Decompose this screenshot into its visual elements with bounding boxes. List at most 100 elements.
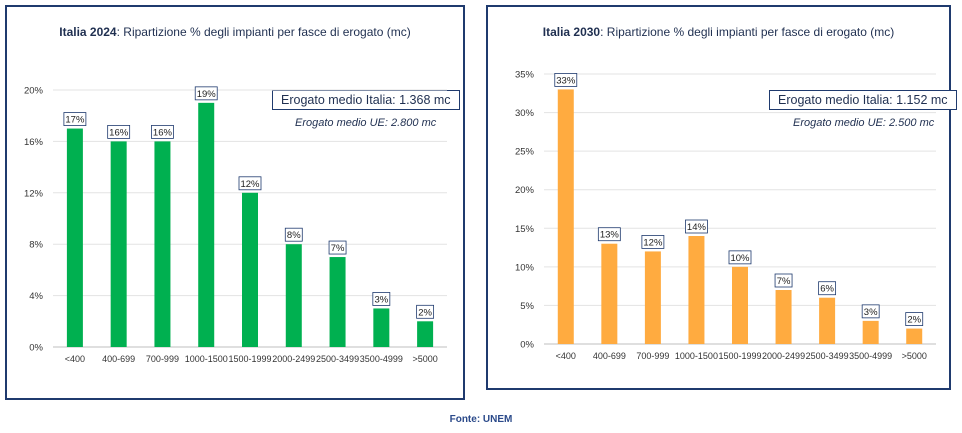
bar [557, 89, 574, 344]
y-tick-label: 0% [29, 343, 43, 354]
data-label: 7% [777, 276, 791, 287]
data-label: 10% [730, 253, 750, 264]
data-label-box [107, 125, 131, 139]
data-label-box [238, 176, 262, 191]
data-label: 2% [907, 315, 921, 326]
avg-ue-note: Erogato medio UE: 2.500 mc [793, 117, 935, 129]
data-label: 12% [240, 179, 260, 190]
x-tick-label: 700-999 [146, 354, 179, 364]
x-tick-label: 1500-1999 [718, 351, 761, 361]
chart-title-text: : Ripartizione % degli impianti per fasc… [600, 25, 895, 39]
x-tick-label: 400-699 [593, 351, 626, 361]
x-tick-label: 1500-1999 [228, 354, 271, 364]
data-label-box [328, 240, 347, 255]
y-tick-label: 25% [515, 147, 535, 158]
bar [644, 251, 661, 344]
avg-italia-box: Erogato medio Italia: 1.152 mc [769, 90, 957, 110]
chart-title-year: Italia 2030 [542, 25, 601, 39]
x-tick-label: 3500-4999 [849, 351, 892, 361]
x-tick-label: 2500-3499 [806, 351, 849, 361]
bar [417, 321, 434, 347]
data-label-box [728, 250, 752, 265]
data-label: 19% [197, 89, 217, 100]
data-label: 2% [418, 307, 432, 318]
x-tick-label: 1000-1500 [185, 354, 228, 364]
data-label-box [372, 292, 391, 306]
source-note: Fonte: UNEM [449, 414, 513, 425]
bar [775, 290, 792, 344]
data-label-box [685, 219, 708, 234]
data-label: 13% [600, 230, 620, 241]
y-tick-label: 15% [515, 224, 535, 235]
x-tick-label: 700-999 [636, 351, 669, 361]
data-label: 12% [643, 237, 663, 248]
bar [819, 297, 836, 344]
x-tick-label: 2000-2499 [762, 351, 805, 361]
chart-title-year: Italia 2024 [59, 25, 117, 39]
y-tick-label: 10% [515, 262, 535, 273]
y-tick-label: 30% [515, 108, 535, 119]
x-tick-label: 2000-2499 [272, 354, 315, 364]
data-label-box [905, 312, 924, 326]
data-label-box [641, 235, 665, 249]
y-tick-label: 16% [24, 137, 44, 148]
y-tick-label: 5% [520, 301, 534, 312]
data-label-box [194, 86, 218, 101]
data-label: 14% [687, 222, 707, 233]
y-tick-label: 35% [515, 70, 535, 81]
chart-title: Italia 2030: Ripartizione % degli impian… [488, 25, 949, 39]
y-tick-label: 20% [24, 86, 44, 97]
data-label-box [861, 304, 880, 319]
y-tick-label: 20% [515, 185, 535, 196]
data-label-box [284, 227, 303, 242]
data-label: 3% [374, 294, 388, 305]
data-label-box [818, 281, 837, 296]
data-label-box [554, 73, 578, 87]
chart-title-text: : Ripartizione % degli impianti per fasc… [116, 25, 411, 39]
bar [285, 244, 302, 347]
x-tick-label: 400-699 [102, 354, 135, 364]
bar [66, 128, 83, 347]
y-tick-label: 12% [24, 188, 44, 199]
bar [862, 320, 879, 344]
x-tick-label: 3500-4999 [360, 354, 403, 364]
bar [906, 328, 923, 344]
bar [601, 243, 618, 344]
bar [198, 102, 215, 347]
data-label-box [774, 273, 793, 288]
bar-chart-2030: 0% 5% 10% 15% 20% 25% 30% 35% 33% <400 13% 400-699 1… [515, 70, 936, 361]
chart-title: Italia 2024: Ripartizione % degli impian… [7, 25, 463, 39]
bar [242, 192, 258, 347]
x-tick-label: 1000-1500 [675, 351, 718, 361]
chart-panel-2030: Italia 2030: Ripartizione % degli impian… [486, 5, 957, 390]
data-label: 8% [287, 230, 301, 241]
data-label: 16% [153, 127, 173, 138]
data-label-box [597, 227, 621, 242]
data-label: 6% [820, 284, 834, 295]
bar [688, 236, 705, 344]
data-label: 17% [65, 115, 85, 126]
bar [732, 266, 748, 344]
bar-chart-2024: 0% 4% 8% 12% 16% 20% 17% <400 16% 400-699 16% 700-9… [24, 86, 447, 364]
x-tick-label: >5000 [902, 351, 927, 361]
x-tick-label: <400 [65, 354, 85, 364]
bar [329, 257, 346, 347]
bar [154, 141, 171, 347]
y-tick-label: 4% [29, 291, 43, 302]
y-tick-label: 0% [520, 340, 534, 351]
chart-panel-2024: Italia 2024: Ripartizione % degli impian… [5, 5, 465, 400]
avg-ue-note: Erogato medio UE: 2.800 mc [295, 117, 437, 129]
data-label: 33% [556, 75, 576, 86]
data-label-box [416, 304, 435, 319]
data-label-box [151, 125, 174, 139]
data-label: 3% [864, 307, 878, 318]
bar [110, 141, 127, 347]
x-tick-label: <400 [556, 351, 576, 361]
x-tick-label: 2500-3499 [316, 354, 359, 364]
x-tick-label: >5000 [412, 354, 437, 364]
data-label: 16% [109, 127, 129, 138]
data-label-box [63, 112, 87, 126]
data-label: 7% [331, 243, 345, 254]
bar [373, 308, 390, 347]
y-tick-label: 8% [29, 240, 43, 251]
